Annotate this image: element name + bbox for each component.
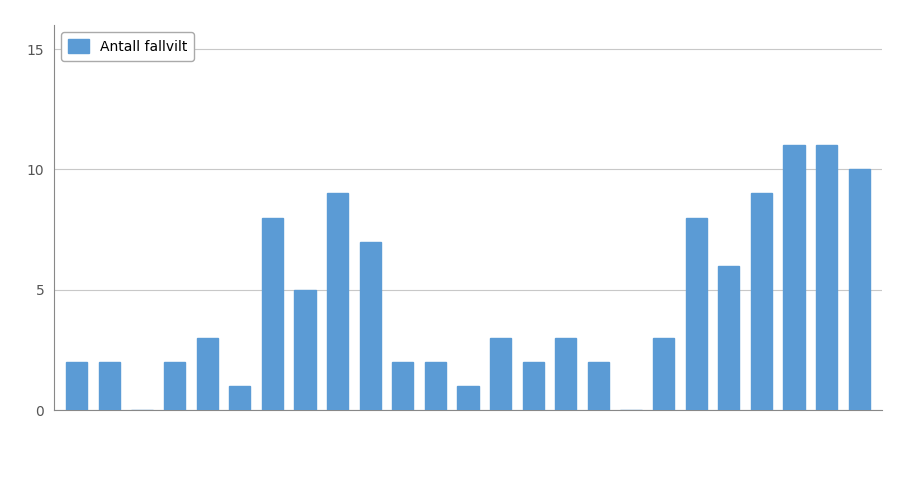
Bar	[816, 146, 837, 410]
Bar	[653, 338, 674, 410]
Bar	[230, 386, 250, 410]
Bar	[457, 386, 479, 410]
Bar	[67, 362, 87, 410]
Bar	[425, 362, 446, 410]
Bar	[262, 218, 283, 410]
Bar	[99, 362, 120, 410]
Bar	[588, 362, 609, 410]
Bar	[523, 362, 544, 410]
Bar	[555, 338, 576, 410]
Bar	[783, 146, 805, 410]
Bar	[490, 338, 511, 410]
Bar	[327, 194, 348, 410]
Bar	[392, 362, 413, 410]
Bar	[164, 362, 185, 410]
Bar	[751, 194, 772, 410]
Bar	[294, 290, 316, 410]
Bar	[686, 218, 706, 410]
Bar	[718, 266, 740, 410]
Bar	[849, 170, 869, 410]
Legend: Antall fallvilt: Antall fallvilt	[61, 32, 194, 60]
Bar	[360, 242, 381, 410]
Bar	[196, 338, 218, 410]
